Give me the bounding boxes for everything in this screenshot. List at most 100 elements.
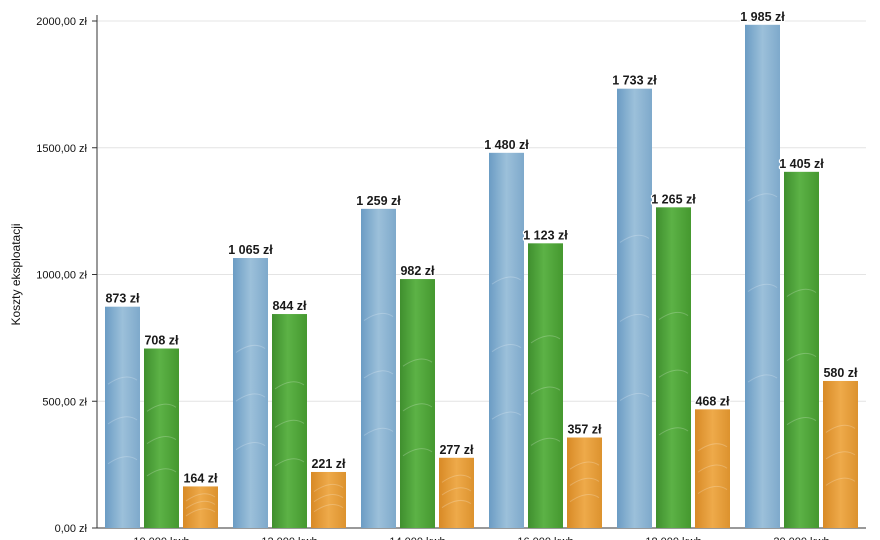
x-tick-label: 20 000 kwh [773, 536, 829, 540]
bar-texture [107, 416, 138, 425]
bar-texture [235, 393, 266, 402]
gridlines [97, 20, 866, 402]
bar-texture [658, 311, 689, 320]
bar-texture [441, 474, 472, 483]
bar-series-1 [233, 258, 268, 528]
y-tick-label: 500,00 zł [42, 396, 87, 408]
bar-texture [747, 193, 778, 202]
bar-texture [363, 370, 394, 379]
bar-series-1 [489, 152, 524, 528]
bar-texture [825, 451, 856, 460]
bars [105, 24, 858, 529]
bar-texture [313, 504, 344, 513]
bar-texture [185, 493, 216, 502]
bar-texture [697, 443, 728, 452]
bar-texture [619, 313, 650, 322]
data-label: 1 065 zł [228, 243, 273, 257]
bar-texture [363, 427, 394, 436]
y-tick-label: 1000,00 zł [36, 270, 87, 282]
bar-series-2 [528, 243, 563, 528]
y-tick-label: 0,00 zł [55, 523, 88, 535]
data-label: 1 265 zł [651, 192, 696, 206]
bar-texture [274, 381, 305, 390]
bar-series-3 [823, 380, 858, 528]
data-label: 982 zł [400, 264, 435, 278]
axes: 0,00 zł 500,00 zł 1000,00 zł 1500,00 zł 2000… [36, 15, 866, 540]
bar-texture [402, 448, 433, 457]
bar-texture [697, 485, 728, 495]
bar-texture [658, 427, 689, 436]
data-label: 844 zł [272, 299, 307, 313]
bar-texture [185, 500, 216, 509]
bar-texture [530, 335, 561, 344]
bar-series-1 [105, 306, 140, 528]
bar-texture [313, 483, 344, 492]
bar-texture [747, 283, 778, 292]
bar-series-2 [400, 279, 435, 528]
bar-texture [530, 437, 561, 446]
bar-series-2 [656, 207, 691, 528]
bar-texture [658, 369, 689, 378]
bar-series-1 [361, 208, 396, 528]
bar-texture [697, 464, 728, 473]
bar-series-3 [183, 486, 218, 528]
y-tick-label: 2000,00 zł [36, 16, 87, 28]
bar-series-3 [311, 471, 346, 528]
data-label: 1 480 zł [484, 138, 529, 152]
bar-texture [363, 312, 394, 321]
data-label: 221 zł [311, 457, 346, 471]
data-label: 1 259 zł [356, 194, 401, 208]
bar-series-2 [784, 171, 819, 528]
bar-texture [825, 424, 856, 433]
bar-texture [569, 461, 600, 470]
bar-texture [274, 458, 305, 467]
bar-texture [786, 288, 817, 297]
data-label: 580 zł [823, 366, 858, 380]
x-tick-label: 18 000 kwh [645, 536, 701, 540]
bar-texture [185, 508, 216, 517]
bar-texture [619, 392, 650, 402]
bar-texture [402, 403, 433, 412]
bar-series-1 [745, 24, 780, 529]
bar-texture [786, 352, 817, 362]
bar-texture [491, 276, 522, 285]
bar-texture [619, 234, 650, 243]
bar-series-2 [144, 348, 179, 528]
bar-texture [235, 442, 266, 451]
bar-texture [786, 417, 817, 426]
bar-texture [491, 343, 522, 353]
bar-series-3 [439, 457, 474, 528]
bar-texture [569, 494, 600, 503]
bar-texture [491, 411, 522, 420]
data-label: 1 733 zł [612, 74, 657, 88]
data-label: 873 zł [105, 292, 140, 306]
data-label: 1 405 zł [779, 157, 824, 171]
data-label: 708 zł [144, 334, 179, 348]
bar-texture [107, 456, 138, 465]
data-label: 277 zł [439, 443, 474, 457]
bar-series-1 [617, 88, 652, 528]
bar-texture [313, 493, 344, 503]
bar-texture [747, 374, 778, 383]
data-label: 468 zł [695, 394, 730, 408]
data-label: 357 zł [567, 423, 602, 437]
y-tick-label: 1500,00 zł [36, 143, 87, 155]
bar-series-3 [567, 437, 602, 528]
data-label: 1 123 zł [523, 228, 568, 242]
bar-texture [530, 386, 561, 395]
bar-texture [146, 468, 177, 477]
y-axis-title: Koszty eksploatacji [9, 223, 23, 325]
bar-texture [569, 477, 600, 486]
data-label: 1 985 zł [740, 10, 785, 24]
bar-texture [402, 358, 433, 367]
bar-texture [107, 376, 138, 385]
bar-texture [146, 403, 177, 412]
bar-texture [441, 487, 472, 496]
bar-series-3 [695, 409, 730, 528]
x-tick-label: 16 000 kwh [517, 536, 573, 540]
x-tick-label: 12 000 kwh [261, 536, 317, 540]
bar-series-2 [272, 314, 307, 528]
x-tick-label: 10 000 kwh [133, 536, 189, 540]
data-label: 164 zł [183, 471, 218, 485]
